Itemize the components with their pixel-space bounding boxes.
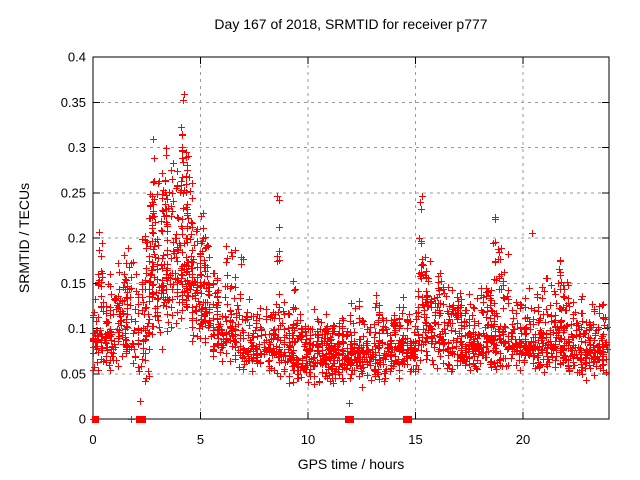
svg-text:20: 20 [516,432,530,447]
svg-text:0.2: 0.2 [68,231,86,246]
svg-text:0.35: 0.35 [61,95,86,110]
svg-text:0.3: 0.3 [68,140,86,155]
svg-text:0.05: 0.05 [61,366,86,381]
svg-text:0: 0 [89,432,96,447]
svg-text:0.1: 0.1 [68,321,86,336]
svg-text:0.4: 0.4 [68,50,86,65]
chart-title: Day 167 of 2018, SRMTID for receiver p77… [214,16,487,32]
y-axis-label: SRMTID / TECUs [16,183,32,293]
svg-text:5: 5 [197,432,204,447]
tick-labels: 0 5 10 15 20 0 0.05 0.1 0.15 0.2 0.25 0.3 0.35 0.4 [61,50,531,448]
svg-text:0: 0 [79,412,86,427]
svg-text:10: 10 [301,432,315,447]
data-points [90,91,611,423]
svg-text:0.25: 0.25 [61,185,86,200]
svg-text:0.15: 0.15 [61,276,86,291]
svg-text:15: 15 [408,432,422,447]
x-axis-label: GPS time / hours [298,456,405,472]
